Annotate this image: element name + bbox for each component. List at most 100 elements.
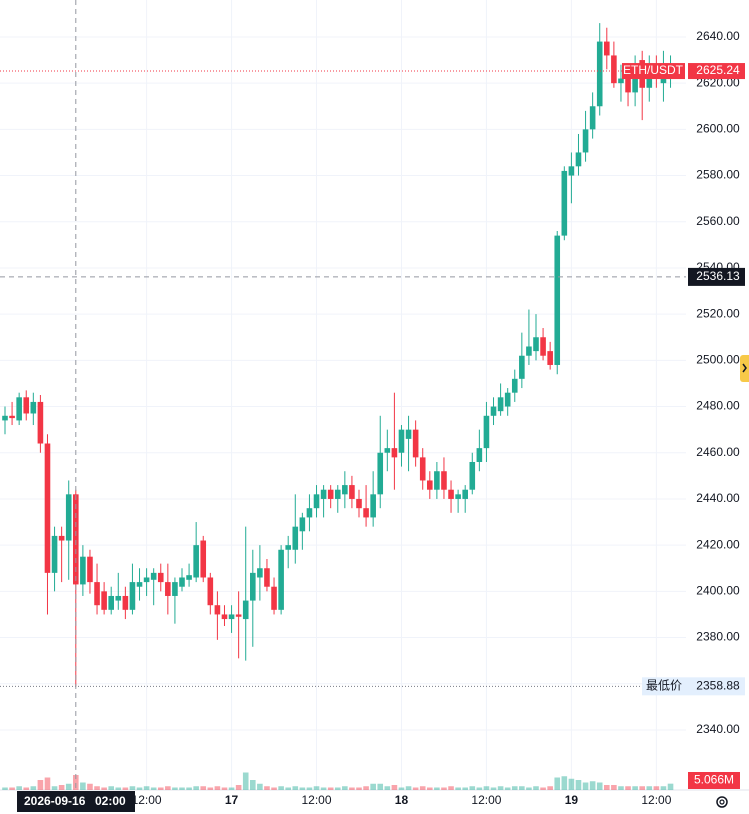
volume-bar <box>596 782 603 790</box>
volume-bar <box>667 783 674 790</box>
volume-bar <box>540 787 546 790</box>
crosshair-time-tag <box>17 791 135 812</box>
volume-bar <box>16 786 22 790</box>
crosshair-time: 02:00 <box>95 794 126 808</box>
volume-bar <box>334 787 341 790</box>
candle-body <box>73 494 79 585</box>
x-tick-label: 12:00 <box>302 793 332 807</box>
price-tag <box>688 63 745 80</box>
candle-body <box>384 448 391 453</box>
candle-body <box>23 397 30 414</box>
volume-bar <box>186 787 192 790</box>
volume-bar <box>264 786 270 790</box>
volume-bar <box>582 782 589 790</box>
candle-body <box>434 471 440 490</box>
volume-bar <box>434 787 440 790</box>
volume-bar <box>618 786 624 790</box>
volume-bar <box>547 786 553 790</box>
candle-body <box>271 586 277 610</box>
candle-body <box>136 582 143 587</box>
volume-label: 5.066M <box>694 773 734 787</box>
volume-bar <box>122 787 129 790</box>
y-tick-label: 2420.00 <box>696 537 740 551</box>
candle-body <box>257 568 263 578</box>
candle-body <box>526 346 532 356</box>
candle-body <box>264 568 270 587</box>
x-tick-label: 19 <box>565 793 579 807</box>
y-tick-label: 2460.00 <box>696 445 740 459</box>
y-tick-label: 2400.00 <box>696 584 740 598</box>
volume-bar <box>80 782 86 790</box>
candle-body <box>504 392 511 407</box>
volume-bar <box>370 783 376 790</box>
candle-body <box>405 429 412 439</box>
volume-bar <box>292 786 299 790</box>
candle-body <box>313 494 320 509</box>
volume-bar <box>646 786 653 790</box>
candle-body <box>193 545 199 578</box>
volume-bar <box>519 786 525 790</box>
candle-body <box>292 526 299 550</box>
candle-body <box>356 498 362 509</box>
candle-body <box>80 556 86 585</box>
candle-body <box>377 452 384 495</box>
volume-bar <box>179 787 185 790</box>
volume-bar <box>101 787 107 790</box>
volume-bar <box>214 786 221 790</box>
volume-bar <box>356 787 362 790</box>
candle-body <box>51 535 58 573</box>
side-tab[interactable] <box>740 355 749 382</box>
candle-body <box>87 556 93 583</box>
volume-bar <box>554 777 561 790</box>
volume-bar <box>65 783 72 790</box>
volume-bar <box>490 787 497 790</box>
candle-body <box>108 595 114 610</box>
candle-body <box>228 614 235 620</box>
volume-bar <box>419 786 426 790</box>
candle-body <box>596 41 603 107</box>
volume-bar <box>165 786 171 790</box>
volume-bar <box>625 786 631 790</box>
candle-body <box>278 549 284 610</box>
x-tick-label: 12:00 <box>132 793 162 807</box>
y-tick-label: 2380.00 <box>696 630 740 644</box>
volume-bar <box>306 787 313 790</box>
settings-icon[interactable] <box>716 796 728 808</box>
candle-body <box>143 577 150 583</box>
volume-bar <box>561 776 568 790</box>
candle-body <box>2 415 8 421</box>
candle-body <box>370 494 376 518</box>
candle-body <box>200 540 207 578</box>
volume-bar <box>207 787 214 790</box>
candle-body <box>242 600 249 620</box>
y-tick-label: 2560.00 <box>696 214 740 228</box>
candle-body <box>94 582 100 606</box>
y-tick-label: 2580.00 <box>696 168 740 182</box>
candle-body <box>65 494 72 541</box>
candle-body <box>165 582 171 596</box>
crosshair-date: 2026-09-16 <box>24 794 86 808</box>
candle-body <box>186 575 192 580</box>
candle-body <box>221 614 228 620</box>
candle-body <box>575 152 582 167</box>
candle-body <box>172 582 178 596</box>
volume-bar <box>533 786 539 790</box>
candle-body <box>618 78 624 84</box>
volume-bar <box>250 780 256 790</box>
candle-body <box>115 595 122 601</box>
y-tick-label: 2440.00 <box>696 491 740 505</box>
y-tick-label: 2500.00 <box>696 353 740 367</box>
candle-body <box>448 489 454 499</box>
volume-bar <box>377 783 384 790</box>
candle-body <box>604 41 610 56</box>
volume-bar <box>44 777 51 790</box>
candle-body <box>519 355 525 379</box>
volume-bar <box>405 786 412 790</box>
volume-bar <box>94 786 100 790</box>
volume-bar <box>575 780 582 790</box>
volume-bar <box>9 787 15 790</box>
low-caption: 最低价 <box>646 679 682 693</box>
candle-body <box>250 572 256 601</box>
candle-body <box>129 582 136 610</box>
